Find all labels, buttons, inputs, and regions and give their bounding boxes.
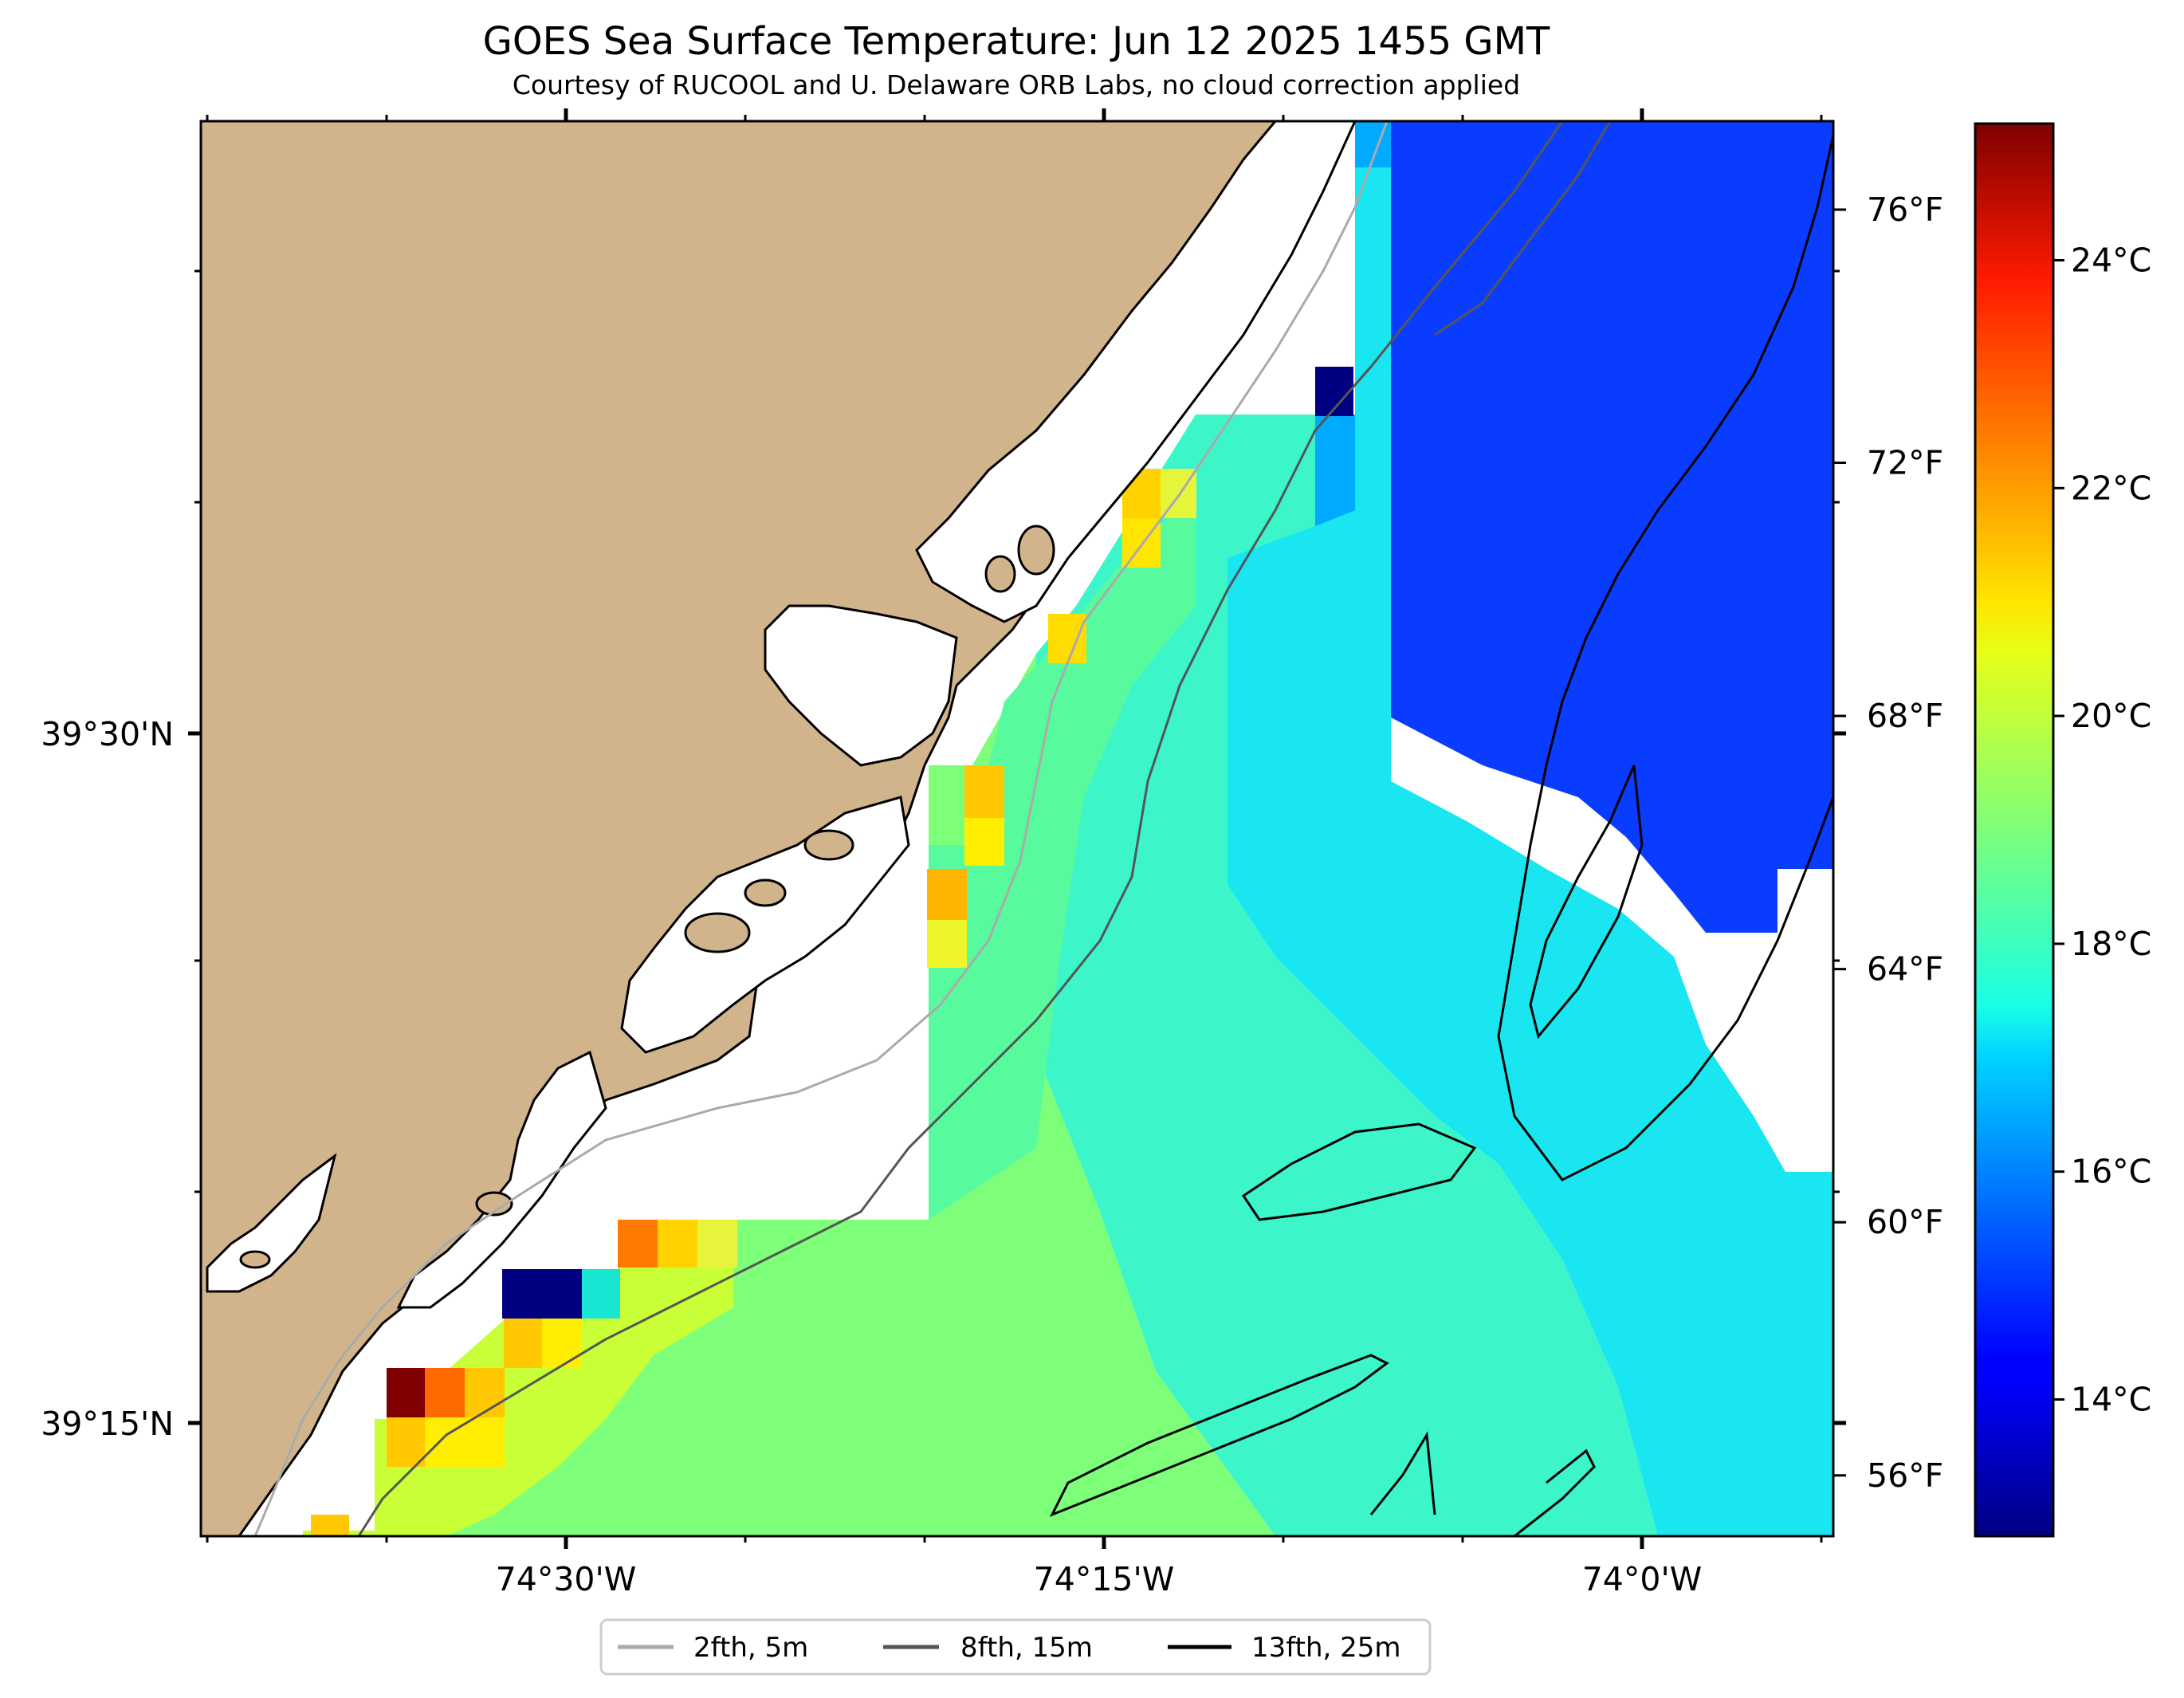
isobath-13fth-ridge	[1529, 764, 1644, 1040]
isobath-13fth-east	[1497, 135, 1833, 1181]
fahrenheit-axis: 56°F 60°F 64°F 68°F 72°F 76°F	[1833, 191, 1943, 1495]
legend-box	[599, 1618, 1432, 1676]
isobath-13fth-south	[1241, 1122, 1477, 1221]
map-subtitle: Courtesy of RUCOOL and U. Delaware ORB L…	[513, 69, 1520, 100]
isobath-8fth-north	[1434, 121, 1612, 336]
lon-label: 74°0'W	[1582, 1560, 1703, 1598]
lon-label: 74°15'W	[1034, 1560, 1175, 1598]
celsius-label: 18°C	[2071, 925, 2151, 963]
celsius-label: 16°C	[2071, 1153, 2151, 1191]
fahrenheit-label: 76°F	[1867, 191, 1943, 229]
map-area	[201, 121, 1833, 1536]
fahrenheit-label: 72°F	[1867, 444, 1943, 482]
fahrenheit-label: 56°F	[1867, 1456, 1943, 1495]
celsius-label: 14°C	[2071, 1381, 2151, 1419]
lat-label: 39°15'N	[41, 1405, 174, 1443]
fahrenheit-label: 60°F	[1867, 1203, 1943, 1241]
lat-label: 39°30'N	[41, 715, 174, 753]
isobath-13fth-south3	[1369, 1431, 1436, 1515]
colorbar-gradient	[1974, 122, 2055, 1538]
legend-label: 2fth, 5m	[693, 1632, 808, 1664]
bay-water	[206, 121, 1357, 1309]
colorbar: 14°C 16°C 18°C 20°C 22°C 24°C	[1974, 122, 2151, 1538]
celsius-label: 24°C	[2071, 241, 2151, 279]
map-title: GOES Sea Surface Temperature: Jun 12 202…	[483, 19, 1550, 64]
isobath-13fth-south2	[1049, 1354, 1389, 1517]
lon-label: 74°30'W	[496, 1560, 637, 1598]
celsius-axis: 14°C 16°C 18°C 20°C 22°C 24°C	[2053, 241, 2151, 1419]
marsh-islands	[239, 525, 1055, 1269]
isobath-13fth-south4	[1514, 1448, 1596, 1536]
celsius-label: 20°C	[2071, 697, 2151, 735]
celsius-label: 22°C	[2071, 469, 2151, 507]
fahrenheit-label: 64°F	[1867, 950, 1943, 989]
isobath-legend: 2fth, 5m 8fth, 15m 13fth, 25m	[599, 1618, 1432, 1676]
isobath-2fth	[253, 121, 1389, 1536]
map-ticks	[188, 108, 1846, 1549]
isobath-8fth	[357, 121, 1564, 1536]
legend-label: 8fth, 15m	[960, 1632, 1093, 1664]
fahrenheit-label: 68°F	[1867, 697, 1943, 735]
sst-pixel-grid	[303, 121, 1833, 1536]
map-frame	[199, 120, 1835, 1538]
legend-label: 13fth, 25m	[1251, 1632, 1401, 1664]
